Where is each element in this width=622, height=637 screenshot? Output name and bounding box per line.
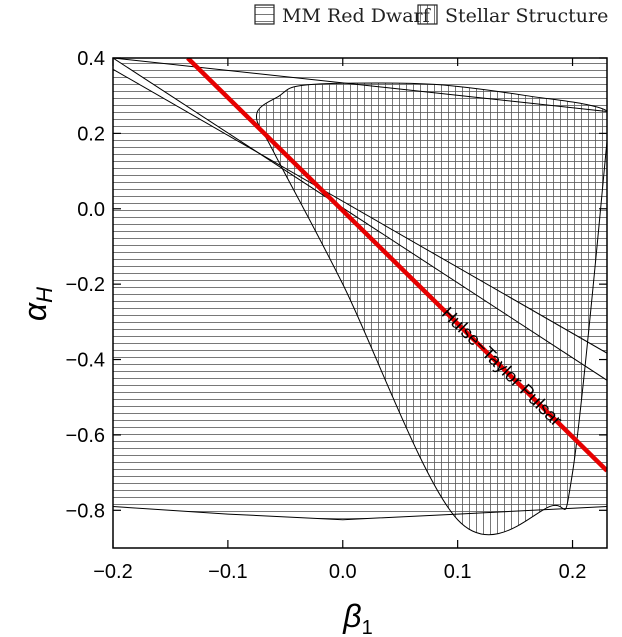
legend: MM Red Dwarf Stellar Structure <box>254 4 608 27</box>
x-axis-title-main: β <box>342 598 361 634</box>
y-tick-label: −0.2 <box>66 274 105 296</box>
x-tick-label: 0.2 <box>559 561 587 583</box>
x-axis-title-sub: 1 <box>362 617 373 637</box>
x-tick-label: −0.2 <box>93 561 132 583</box>
plot-content: Hulse−Taylor Pulsar <box>113 58 607 536</box>
mm-red-dwarf-boundary-2 <box>113 68 607 354</box>
mm-red-dwarf-boundary-1 <box>113 58 607 381</box>
legend-item-mm-red-dwarf: MM Red Dwarf <box>254 4 432 27</box>
x-tick-label: 0.1 <box>444 561 472 583</box>
y-tick-label: −0.6 <box>66 425 105 447</box>
y-tick-label: −0.8 <box>66 500 105 522</box>
y-tick-label: 0.2 <box>77 123 105 145</box>
legend-label-mm-red-dwarf: MM Red Dwarf <box>282 5 432 27</box>
legend-swatch-stellar-structure <box>417 4 438 25</box>
hulse-taylor-pulsar-line <box>186 58 607 473</box>
x-tick-label: 0.0 <box>329 561 357 583</box>
y-axis-title: αH <box>17 287 57 321</box>
legend-item-stellar-structure: Stellar Structure <box>417 4 608 27</box>
x-axis-ticks: −0.2 −0.1 0.0 0.1 0.2 <box>93 58 586 583</box>
plot-area: Hulse−Taylor Pulsar −0.2 −0.1 0.0 0.1 0.2 0.… <box>66 48 608 583</box>
plot-frame <box>112 57 608 549</box>
y-axis-ticks: 0.4 0.2 0.0 −0.2 −0.4 −0.6 −0.8 <box>66 48 607 522</box>
mm-red-dwarf-boundary-4 <box>113 506 607 521</box>
stellar-structure-region <box>255 82 607 536</box>
y-axis-title-main: α <box>17 302 53 321</box>
legend-swatch-mm-red-dwarf <box>254 4 275 25</box>
legend-label-stellar-structure: Stellar Structure <box>445 5 608 27</box>
y-tick-label: −0.4 <box>66 350 105 372</box>
y-tick-label: 0.0 <box>77 199 105 221</box>
x-axis-title: β1 <box>342 598 372 637</box>
y-tick-label: 0.4 <box>77 48 105 70</box>
x-tick-label: −0.1 <box>208 561 247 583</box>
y-axis-title-sub: H <box>32 287 57 303</box>
